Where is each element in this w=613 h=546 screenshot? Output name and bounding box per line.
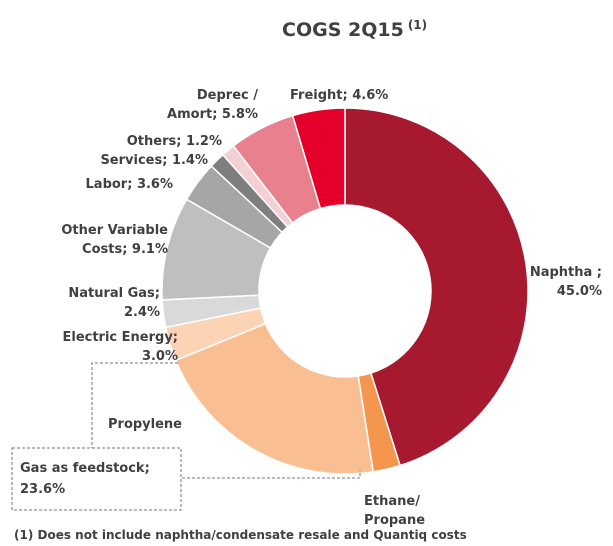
slice-labels: Naphtha ; 45.0% Ethane/Propane Propylene Ele…	[61, 88, 602, 528]
label-others: Others; 1.2%	[127, 134, 222, 149]
bracket-line	[182, 470, 361, 479]
label-deprec-amort: Deprec / Amort; 5.8%	[167, 88, 258, 122]
label-services: Services; 1.4%	[100, 153, 208, 168]
slice-naphtha	[344, 107, 529, 467]
label-freight: Freight; 4.6%	[290, 88, 388, 103]
label-propylene: Propylene	[108, 417, 182, 432]
label-naphtha: Naphtha ; 45.0%	[530, 265, 602, 299]
gas-feedstock-bracket	[11, 362, 361, 511]
donut-slices	[161, 107, 529, 475]
bracket-line	[91, 362, 178, 448]
label-labor: Labor; 3.6%	[86, 177, 173, 192]
gas-feedstock-box	[11, 447, 182, 511]
chart-title: COGS 2Q15 (1)	[282, 18, 427, 41]
slice-propylene	[174, 322, 374, 475]
slice-freight	[291, 107, 346, 210]
label-other-variable-costs: Other Variable Costs; 9.1%	[61, 223, 168, 257]
label-natural-gas: Natural Gas; 2.4%	[68, 286, 160, 320]
footnote: (1) Does not include naphtha/condensate …	[14, 528, 467, 542]
label-ethane-propane: Ethane/Propane	[364, 494, 425, 528]
gas-feedstock-label: Gas as feedstock; 23.6%	[20, 461, 154, 497]
label-electric-energy: Electric Energy; 3.0%	[62, 330, 178, 364]
